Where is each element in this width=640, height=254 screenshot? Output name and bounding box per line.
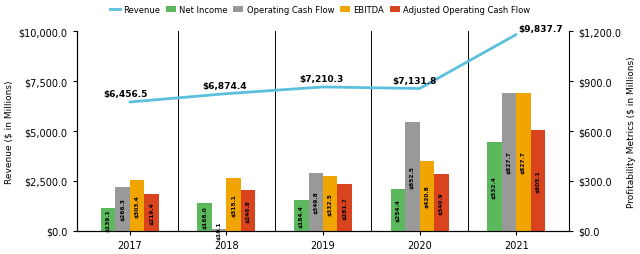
Bar [502, 94, 516, 231]
Text: $10.1: $10.1 [217, 221, 221, 239]
Text: $6,874.4: $6,874.4 [202, 81, 247, 90]
Text: $281.7: $281.7 [342, 196, 348, 219]
Text: $184.4: $184.4 [299, 204, 304, 227]
Text: $340.9: $340.9 [439, 192, 444, 214]
Bar [294, 200, 308, 231]
Bar [434, 174, 449, 231]
Text: $7,210.3: $7,210.3 [299, 75, 343, 84]
Y-axis label: Profitability Metrics ($ in Millions): Profitability Metrics ($ in Millions) [627, 56, 636, 207]
Bar [531, 131, 545, 231]
Text: $827.7: $827.7 [521, 151, 526, 174]
Bar [101, 208, 115, 231]
Text: $6,456.5: $6,456.5 [103, 90, 147, 99]
Text: $827.7: $827.7 [506, 151, 511, 174]
Bar [337, 184, 352, 231]
Text: $652.5: $652.5 [410, 165, 415, 188]
Text: $349.8: $349.8 [313, 190, 318, 213]
Bar [390, 189, 405, 231]
Bar [487, 143, 502, 231]
Bar [115, 187, 130, 231]
Bar [241, 190, 255, 231]
Bar [145, 195, 159, 231]
Text: $139.1: $139.1 [106, 208, 111, 231]
Text: $420.8: $420.8 [424, 185, 429, 207]
Bar [130, 181, 145, 231]
Text: $254.4: $254.4 [396, 198, 401, 221]
Text: $605.1: $605.1 [536, 169, 540, 192]
Text: $266.3: $266.3 [120, 197, 125, 220]
Y-axis label: Revenue ($ in Millions): Revenue ($ in Millions) [4, 80, 13, 183]
Text: $246.8: $246.8 [246, 199, 251, 222]
Bar [420, 161, 434, 231]
Bar [198, 203, 212, 231]
Text: $303.4: $303.4 [134, 195, 140, 217]
Bar [308, 173, 323, 231]
Text: $315.1: $315.1 [231, 193, 236, 216]
Bar [227, 179, 241, 231]
Bar [323, 176, 337, 231]
Text: $9,837.7: $9,837.7 [518, 24, 563, 34]
Bar [405, 123, 420, 231]
Text: $168.0: $168.0 [202, 206, 207, 228]
Text: $332.5: $332.5 [328, 192, 333, 215]
Text: $219.4: $219.4 [149, 201, 154, 224]
Bar [212, 229, 227, 231]
Text: $532.4: $532.4 [492, 176, 497, 198]
Text: $7,131.8: $7,131.8 [392, 76, 437, 85]
Bar [516, 94, 531, 231]
Legend: Revenue, Net Income, Operating Cash Flow, EBITDA, Adjusted Operating Cash Flow: Revenue, Net Income, Operating Cash Flow… [108, 4, 532, 17]
